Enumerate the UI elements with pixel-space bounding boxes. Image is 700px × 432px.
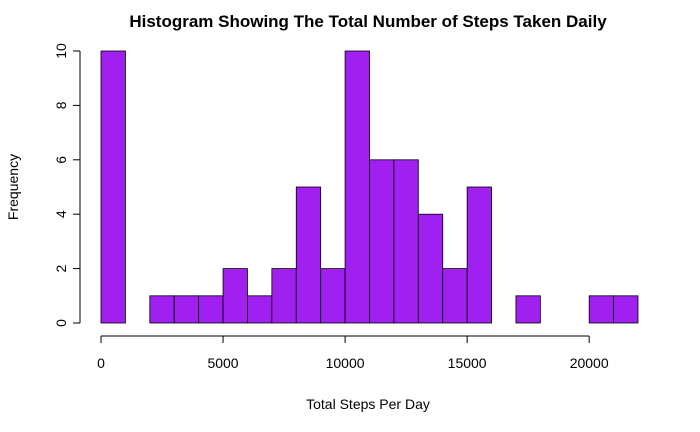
x-tick-label: 15000 [448, 355, 487, 371]
histogram-bar [271, 268, 297, 324]
x-axis-label: Total Steps Per Day [306, 396, 430, 412]
y-tick-label: 2 [53, 264, 69, 272]
histogram-bar [295, 186, 322, 324]
y-tick-label: 4 [53, 210, 69, 218]
x-tick-label: 5000 [207, 355, 238, 371]
y-axis-label: Frequency [5, 154, 21, 220]
histogram-bar [173, 295, 200, 324]
histogram-bar [417, 213, 444, 324]
histogram-bar [222, 268, 248, 324]
histogram-bar [588, 295, 614, 324]
y-tick-label: 0 [53, 319, 69, 327]
x-tick-label: 10000 [326, 355, 365, 371]
y-tick-label: 10 [53, 43, 69, 59]
chart-title: Histogram Showing The Total Number of St… [129, 12, 607, 31]
x-tick-label: 20000 [570, 355, 609, 371]
histogram-bar [613, 295, 639, 324]
histogram-bar [100, 50, 126, 324]
histogram-bar [247, 295, 273, 324]
x-tick-label: 0 [97, 355, 105, 371]
histogram-bar [344, 50, 370, 324]
histogram-bar [393, 159, 419, 324]
histogram-bar [442, 268, 468, 324]
histogram-bars [100, 50, 639, 324]
histogram-bar [515, 295, 541, 324]
histogram-bar [149, 295, 175, 324]
histogram-bar [466, 186, 492, 324]
histogram-bar [198, 295, 224, 324]
x-axis: 0 5000 10000 15000 20000 [97, 335, 609, 371]
histogram-bar [320, 268, 346, 324]
y-tick-label: 6 [53, 156, 69, 164]
y-axis: 0 2 4 6 8 10 [53, 43, 81, 327]
histogram-bar [369, 159, 395, 324]
y-tick-label: 8 [53, 101, 69, 109]
